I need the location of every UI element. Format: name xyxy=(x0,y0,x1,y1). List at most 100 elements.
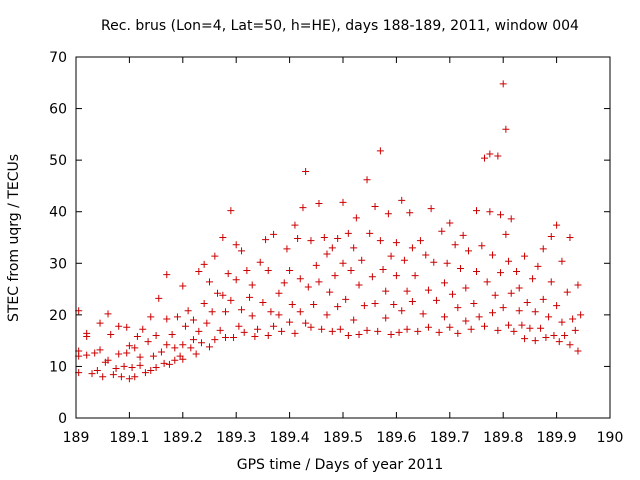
x-tick-label: 189.6 xyxy=(376,430,416,446)
data-point xyxy=(91,349,99,357)
data-point xyxy=(553,302,561,310)
data-point xyxy=(360,302,368,310)
data-point xyxy=(262,236,270,244)
data-point xyxy=(470,300,478,308)
data-point xyxy=(366,229,374,237)
data-point xyxy=(521,252,529,260)
data-point xyxy=(171,344,179,352)
data-point xyxy=(107,330,115,338)
data-point xyxy=(318,325,326,333)
data-point xyxy=(286,318,294,326)
y-tick-label: 60 xyxy=(49,102,67,118)
data-point xyxy=(408,244,416,252)
data-point xyxy=(411,272,419,280)
data-point xyxy=(112,364,120,372)
data-point xyxy=(232,276,240,284)
data-point xyxy=(577,311,585,319)
data-point xyxy=(424,286,432,294)
data-point xyxy=(395,328,403,336)
data-point xyxy=(326,288,334,296)
data-point xyxy=(163,315,171,323)
data-point xyxy=(355,330,363,338)
data-point xyxy=(328,244,336,252)
data-point xyxy=(424,323,432,331)
data-point xyxy=(398,307,406,315)
data-point xyxy=(117,373,125,381)
data-point xyxy=(462,284,470,292)
data-point xyxy=(344,331,352,339)
data-point xyxy=(339,198,347,206)
data-point xyxy=(494,152,502,160)
data-point xyxy=(267,308,275,316)
chart-title: Rec. brus (Lon=4, Lat=50, h=HE), days 18… xyxy=(101,18,579,34)
data-point xyxy=(379,265,387,273)
data-point xyxy=(478,242,486,250)
data-point xyxy=(574,347,582,355)
data-point xyxy=(497,269,505,277)
data-point xyxy=(238,306,246,314)
data-point xyxy=(563,288,571,296)
data-point xyxy=(99,373,107,381)
data-point xyxy=(435,328,443,336)
data-point xyxy=(128,363,136,371)
data-point xyxy=(422,251,430,259)
x-axis: 189 189.1 189.2 189.3 189.4 189.5 189.6 189.7 18… xyxy=(63,57,623,446)
data-point xyxy=(219,234,227,241)
data-point xyxy=(539,295,547,303)
x-tick-label: 189.4 xyxy=(270,430,310,446)
data-point xyxy=(227,207,235,215)
data-point xyxy=(456,264,464,272)
x-tick-label: 189.9 xyxy=(537,430,577,446)
x-tick-label: 189.5 xyxy=(323,430,363,446)
data-point xyxy=(531,337,539,345)
data-point xyxy=(93,367,101,375)
data-point xyxy=(416,237,424,245)
data-point xyxy=(390,301,398,309)
data-point xyxy=(115,350,123,358)
x-tick-label: 189.1 xyxy=(109,430,149,446)
data-point xyxy=(459,231,467,239)
data-point xyxy=(489,251,497,259)
data-point xyxy=(547,278,555,286)
data-point xyxy=(208,308,216,316)
data-point xyxy=(139,325,147,333)
data-point xyxy=(96,346,104,354)
y-tick-label: 40 xyxy=(49,205,67,221)
data-point xyxy=(302,167,310,175)
data-point xyxy=(184,307,192,315)
data-point xyxy=(259,298,267,306)
data-point xyxy=(157,348,165,356)
data-point xyxy=(486,208,494,216)
data-point xyxy=(165,360,173,368)
data-point xyxy=(222,334,230,342)
data-point xyxy=(400,256,408,264)
data-point xyxy=(131,373,139,381)
data-point xyxy=(352,214,360,222)
data-point xyxy=(443,259,451,267)
data-point xyxy=(83,329,91,337)
data-point xyxy=(131,344,139,352)
data-point xyxy=(387,252,395,260)
y-tick-label: 0 xyxy=(58,411,67,427)
data-point xyxy=(371,203,379,211)
data-point xyxy=(275,311,283,319)
data-point xyxy=(440,313,448,321)
data-point xyxy=(483,278,491,286)
data-point xyxy=(88,370,96,378)
data-point xyxy=(438,227,446,235)
data-point xyxy=(537,324,545,332)
x-tick-label: 189.3 xyxy=(216,430,256,446)
data-point xyxy=(392,272,400,280)
data-point xyxy=(350,316,358,324)
data-point xyxy=(243,267,251,275)
data-point xyxy=(310,301,318,309)
data-point xyxy=(251,333,259,341)
data-point xyxy=(334,303,342,311)
data-point xyxy=(497,211,505,219)
data-point xyxy=(334,235,342,243)
data-point xyxy=(149,352,157,360)
data-point xyxy=(545,313,553,321)
data-point xyxy=(214,289,222,297)
data-point xyxy=(566,341,574,349)
data-point xyxy=(363,326,371,334)
